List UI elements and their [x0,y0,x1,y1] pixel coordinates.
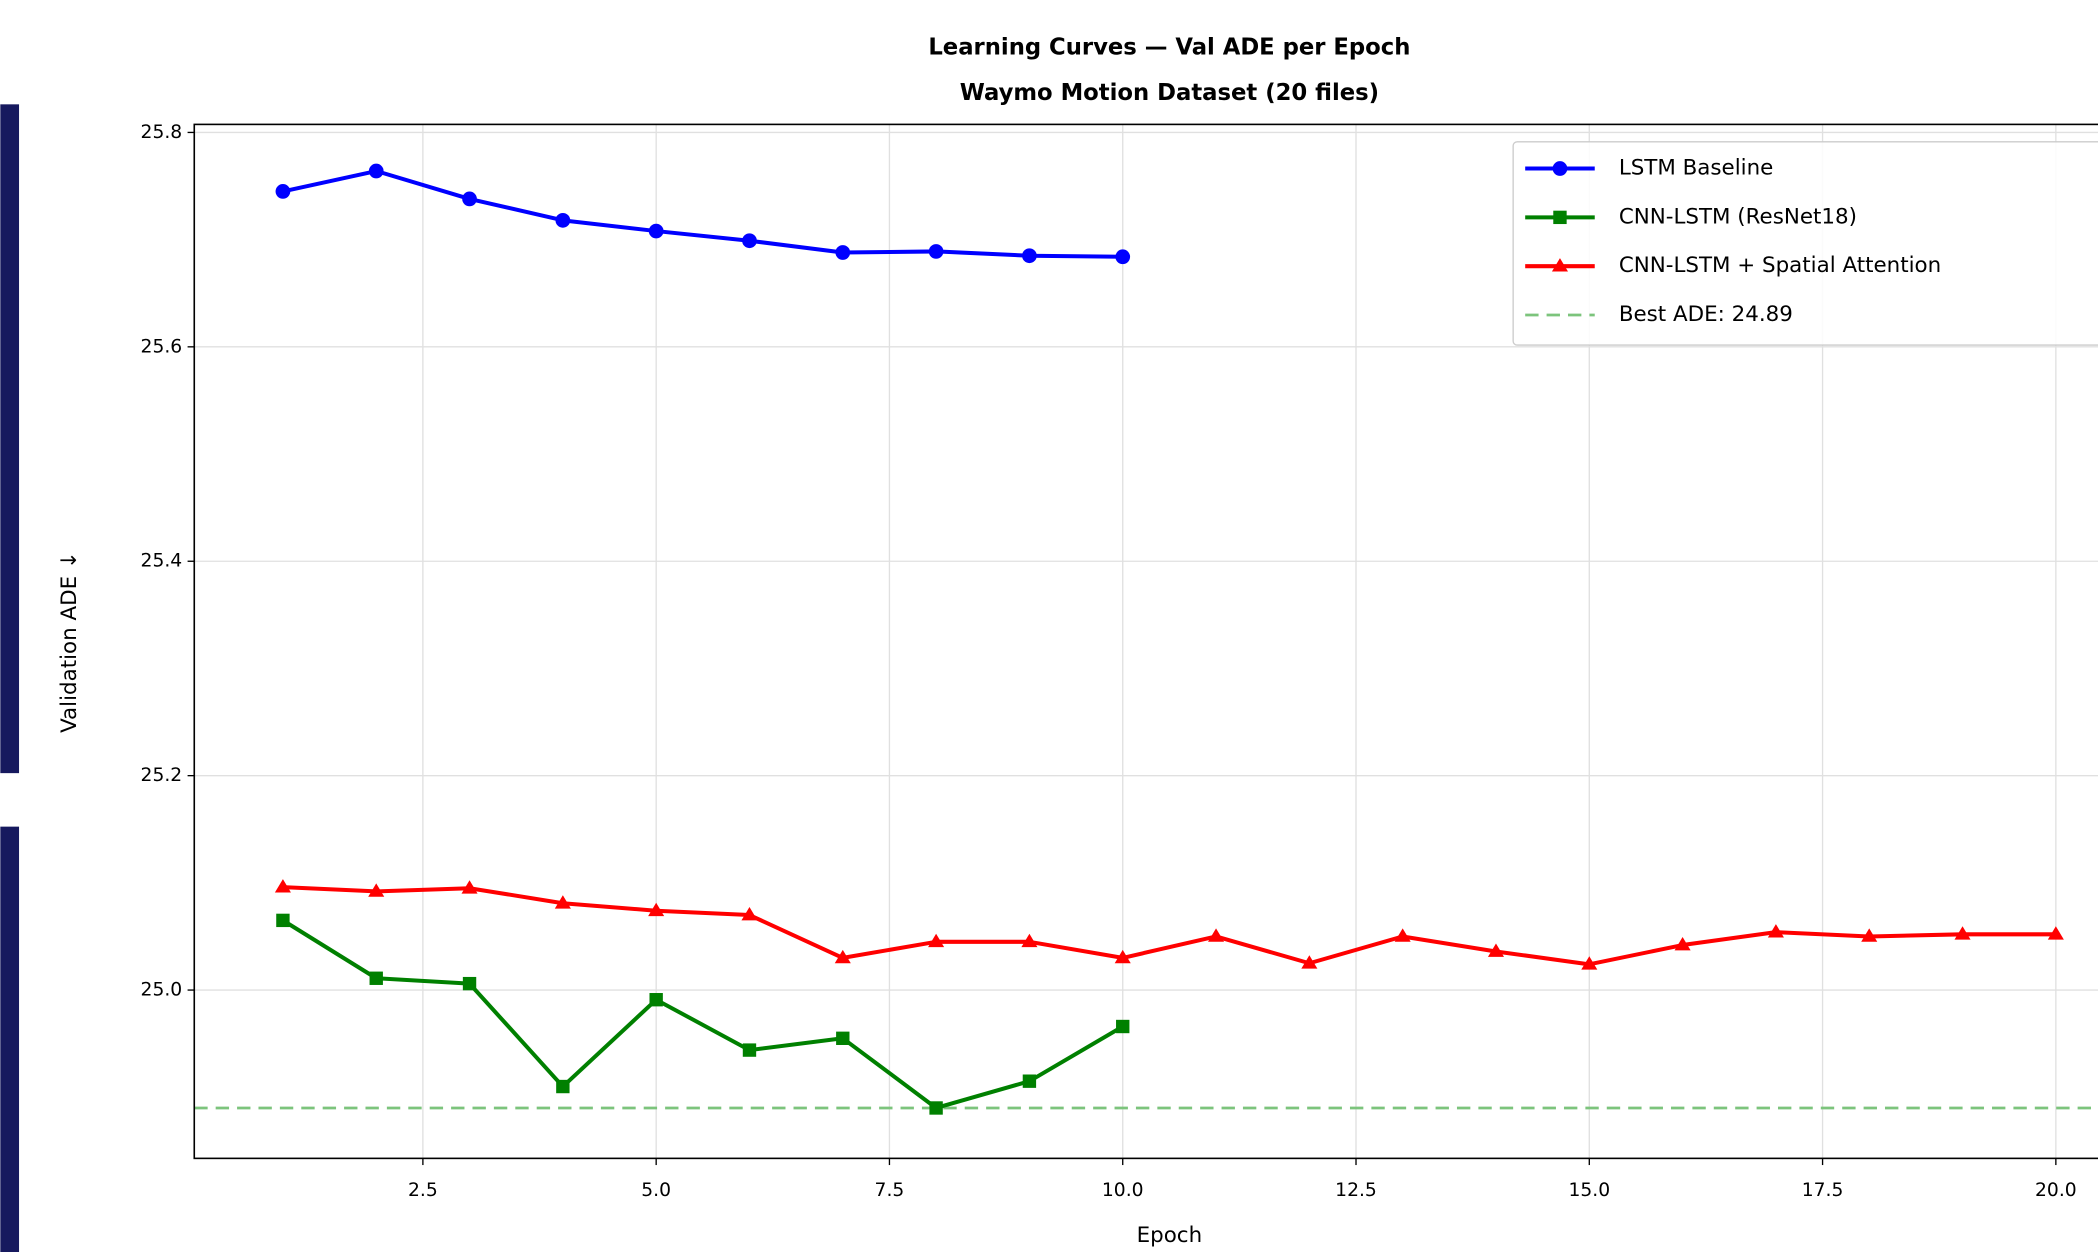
y-tick-label: 25.8 [141,122,183,143]
legend-label: LSTM Baseline [1619,156,1774,181]
legend-label: CNN-LSTM (ResNet18) [1619,204,1857,229]
marker [1116,1020,1129,1033]
x-tick-label: 10.0 [1102,1180,1144,1201]
legend-box [1513,142,2098,345]
marker [556,1080,569,1093]
legend-marker [1553,161,1568,176]
page: Learning Curves — Val ADE per Epoch Waym… [0,0,2098,1252]
marker [929,1101,942,1114]
marker [835,245,850,260]
y-tick-label: 25.6 [141,336,183,357]
marker [1115,249,1130,264]
marker [1208,928,1224,941]
marker [743,1043,756,1056]
x-tick-label: 17.5 [1802,1180,1844,1201]
chart: Learning Curves — Val ADE per Epoch Waym… [0,0,2098,1252]
marker [463,977,476,990]
marker [370,972,383,985]
x-tick-label: 2.5 [408,1180,438,1201]
x-axis-label: Epoch [1137,1223,1203,1248]
x-tick-label: 5.0 [641,1180,671,1201]
x-tick-label: 20.0 [2035,1180,2077,1201]
legend-label: CNN-LSTM + Spatial Attention [1619,253,1941,278]
marker [836,1032,849,1045]
marker [742,233,757,248]
y-tick-label: 25.0 [141,980,183,1001]
marker [649,993,662,1006]
chart-subtitle: Waymo Motion Dataset (20 files) [960,80,1379,106]
y-tick-label: 25.4 [141,551,183,572]
chart-title: Learning Curves — Val ADE per Epoch [928,35,1410,61]
marker [555,213,570,228]
series-line [283,920,1123,1108]
x-tick-label: 15.0 [1568,1180,1610,1201]
series-line [283,171,1123,257]
x-tick-label: 7.5 [875,1180,905,1201]
x-tick-label: 12.5 [1335,1180,1377,1201]
marker [1023,1074,1036,1087]
marker [1022,248,1037,263]
side-panel [0,104,19,773]
marker [929,244,944,259]
legend-label: Best ADE: 24.89 [1619,302,1793,327]
marker [1395,928,1411,941]
marker [649,224,664,239]
series-line [283,887,2056,964]
y-axis-label: Validation ADE ↓ [57,551,82,733]
marker [276,184,291,199]
marker [369,164,384,179]
marker [276,914,289,927]
legend-marker [1553,211,1566,224]
y-tick-label: 25.2 [141,765,183,786]
marker [462,192,477,207]
side-panel [0,827,19,1252]
